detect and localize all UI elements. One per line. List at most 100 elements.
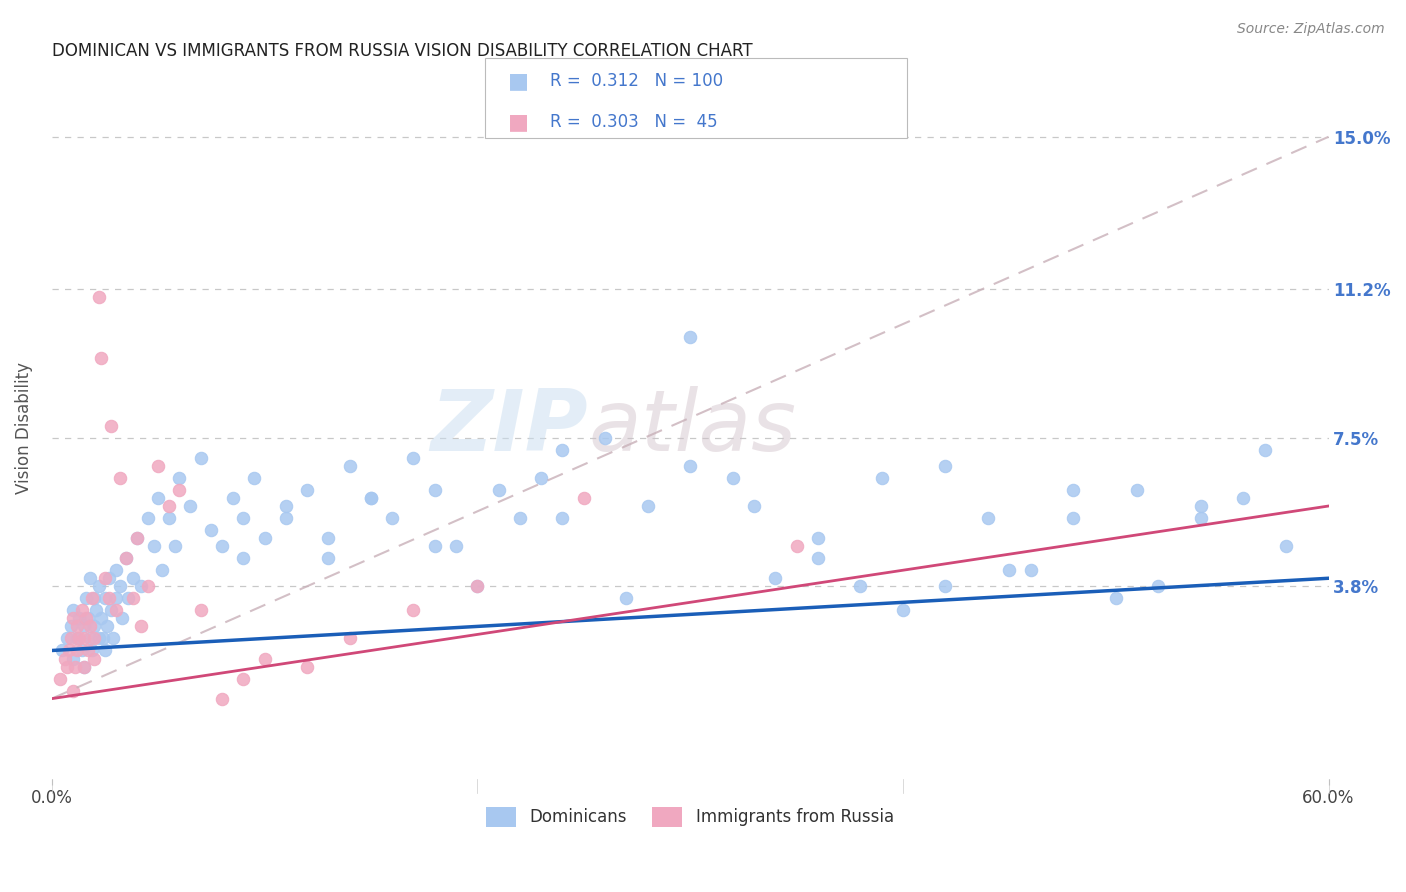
Point [253,651,276,665]
Point [104,603,127,617]
Point [318,551,340,566]
Point [318,531,340,545]
Point [402,603,425,617]
Point [142,539,165,553]
Point [70,643,93,657]
Point [136,579,159,593]
Point [94,571,117,585]
Point [339,458,361,473]
Point [104,591,127,606]
Text: DOMINICAN VS IMMIGRANTS FROM RUSSIA VISION DISABILITY CORRELATION CHART: DOMINICAN VS IMMIGRANTS FROM RUSSIA VISI… [52,42,752,60]
Point [58,643,80,657]
Point [614,591,637,606]
Point [721,471,744,485]
Text: R =  0.303   N =  45: R = 0.303 N = 45 [550,113,717,131]
Point [70,603,93,617]
Point [232,672,254,686]
Point [66,643,89,657]
Point [63,659,86,673]
Point [274,511,297,525]
Point [157,511,180,525]
Point [51,643,73,657]
Point [111,611,134,625]
Point [1275,539,1298,553]
Point [977,511,1000,525]
Point [121,571,143,585]
Point [1105,591,1128,606]
Point [934,579,956,593]
Point [165,539,187,553]
Point [1126,483,1149,497]
Legend: Dominicans, Immigrants from Russia: Dominicans, Immigrants from Russia [479,800,900,834]
Point [83,591,105,606]
Point [934,458,956,473]
Point [190,603,212,617]
Point [90,611,112,625]
Point [79,571,101,585]
Point [509,511,531,525]
Point [62,603,84,617]
Point [169,483,191,497]
Point [444,539,467,553]
Point [66,632,89,646]
Point [807,551,830,566]
Point [73,632,96,646]
Point [243,471,266,485]
Point [59,619,82,633]
Point [221,491,243,505]
Point [593,431,616,445]
Point [679,458,702,473]
Point [129,579,152,593]
Point [551,442,574,457]
Point [136,511,159,525]
Point [551,511,574,525]
Text: ZIP: ZIP [430,386,588,469]
Y-axis label: Vision Disability: Vision Disability [15,362,32,494]
Point [200,523,222,537]
Point [125,531,148,545]
Text: atlas: atlas [588,386,796,469]
Point [339,632,361,646]
Point [49,672,72,686]
Point [94,591,117,606]
Point [100,603,122,617]
Point [467,579,489,593]
Point [59,632,82,646]
Point [1189,511,1212,525]
Point [96,619,118,633]
Point [467,579,489,593]
Point [253,531,276,545]
Point [77,643,100,657]
Point [295,483,318,497]
Point [1189,499,1212,513]
Point [742,499,765,513]
Point [360,491,382,505]
Point [157,499,180,513]
Point [115,551,138,566]
Point [891,603,914,617]
Point [211,691,233,706]
Point [87,632,110,646]
Point [1062,483,1084,497]
Point [62,611,84,625]
Point [67,632,90,646]
Point [232,511,254,525]
Point [73,659,96,673]
Point [637,499,659,513]
Point [87,579,110,593]
Point [488,483,510,497]
Point [55,632,77,646]
Point [1019,563,1042,577]
Point [91,632,114,646]
Point [66,619,89,633]
Point [55,659,77,673]
Point [73,619,96,633]
Point [79,619,101,633]
Point [232,551,254,566]
Point [75,611,97,625]
Point [83,619,105,633]
Point [807,531,830,545]
Point [75,591,97,606]
Point [679,330,702,344]
Point [82,591,104,606]
